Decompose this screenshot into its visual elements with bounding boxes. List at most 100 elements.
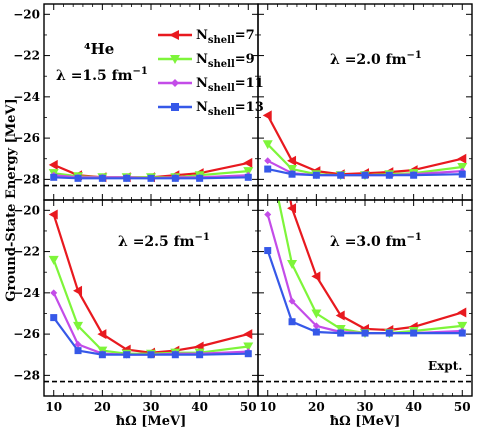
data-point-square [361,329,369,337]
x-tick-label: 10 [259,400,276,414]
legend-entry: Nshell=11 [158,76,264,94]
data-point-square [98,174,106,182]
data-point-square [171,174,179,182]
data-point-triangle-down [48,255,59,265]
ticks [44,4,258,201]
y-tick-label: −28 [13,368,40,382]
data-point-triangle-left [457,153,467,164]
legend-entry: Nshell=9 [158,52,255,70]
legend-label: Nshell=13 [196,100,264,118]
data-point-triangle-down [262,140,273,150]
series-line [53,176,249,180]
panel-frame [43,199,259,397]
y-tick-label: −20 [13,7,40,21]
y-tick-label: −28 [13,172,40,186]
panel [257,82,473,397]
legend-entry: Nshell=7 [158,28,255,46]
data-point-triangle-left [48,209,58,220]
data-point-diamond [74,340,82,348]
data-point-triangle-left [457,307,467,318]
panel-label-lambda-3-0: λ =3.0 fm−1 [330,232,422,250]
data-point-diamond [50,289,58,297]
data-point-diamond [264,210,272,218]
y-axis-title: Ground-State Energy [MeV] [4,98,19,301]
data-point-square [410,171,418,179]
y-tick-label: −26 [13,327,40,341]
data-point-triangle-left [73,285,83,296]
data-point-triangle-left [262,110,272,121]
y-tick-label: −24 [13,90,40,104]
data-point-triangle-left [311,271,321,282]
ticks [44,200,258,397]
data-point-diamond [288,297,296,305]
legend-marker-triangle-down [170,55,180,64]
data-point-triangle-left [48,159,58,170]
x-tick-label: 10 [45,400,62,414]
data-point-triangle-down [73,321,84,331]
data-point-triangle-down [457,162,468,172]
data-point-triangle-left [287,203,297,214]
data-point-square [312,328,320,336]
x-tick-label: 30 [357,400,374,414]
data-point-triangle-down [287,165,298,175]
data-point-square [50,173,58,181]
data-point-square [337,329,345,337]
panel-plot-area [44,209,258,383]
panel [43,199,259,397]
y-tick-label: −22 [13,245,40,259]
data-point-square [244,350,252,358]
data-point-triangle-left [263,82,272,92]
series-line [52,259,249,355]
data-point-triangle-left [335,310,345,321]
x-tick-label: 40 [191,400,208,414]
data-point-square [50,314,58,322]
series-line [52,214,249,354]
data-point-square [264,165,272,173]
x-tick-label: 30 [143,400,160,414]
panel-plot-area [44,157,258,187]
data-point-square [288,170,296,178]
y-tick-label: −26 [13,131,40,145]
series-line [289,200,463,332]
x-tick-label: 50 [454,400,471,414]
series-line [52,316,249,356]
data-point-triangle-left [243,329,253,340]
data-point-triangle-down [287,259,298,269]
nucleus-label: ⁴He [84,40,114,58]
data-point-square [410,329,418,337]
data-point-square [123,174,131,182]
data-point-square [385,171,393,179]
data-point-square [123,351,131,359]
data-point-square [74,174,82,182]
data-point-triangle-down [243,167,254,177]
data-point-diamond [312,322,320,330]
data-point-triangle-left [97,329,107,340]
legend-label: Nshell=7 [196,28,255,46]
expt-label: Expt. [428,359,462,373]
y-tick-label: −20 [13,203,40,217]
legend-marker-triangle-left [169,30,179,40]
panel-frame [43,3,259,201]
data-point-square [361,171,369,179]
data-point-square [264,247,272,255]
data-point-square [147,351,155,359]
data-point-square [312,171,320,179]
legend-entry: Nshell=13 [158,100,264,118]
data-point-square [171,351,179,359]
panel [43,3,259,201]
data-point-square [98,351,106,359]
data-point-square [196,174,204,182]
panel-label-lambda-1-5: λ =1.5 fm−1 [56,66,148,84]
data-point-square [288,318,296,326]
data-point-diamond [264,157,272,165]
series-line [52,292,249,356]
series-line [266,250,463,335]
data-point-square [147,174,155,182]
panel-plot-area [258,110,472,187]
x-tick-label: 20 [94,400,111,414]
data-point-square [458,170,466,178]
panel-plot-area [258,82,472,383]
data-point-triangle-down [243,342,254,352]
panel [257,3,473,201]
